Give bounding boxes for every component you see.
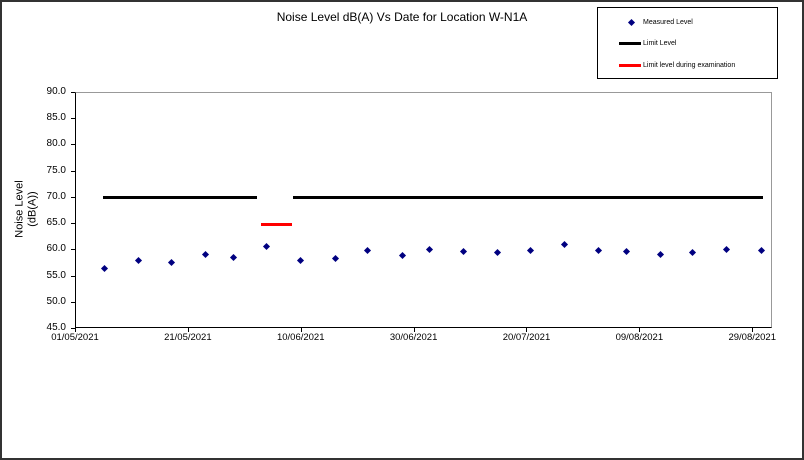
data-point-measured (398, 251, 406, 259)
y-tick-mark (71, 118, 75, 120)
data-point-measured (561, 241, 569, 249)
y-tick-mark (71, 92, 75, 93)
limit-line-segment (293, 196, 764, 200)
y-axis-title-line2: (dB(A)) (26, 191, 39, 227)
data-point-measured (297, 257, 305, 265)
y-tick-label: 90.0 (46, 86, 66, 97)
legend-item-measured-level: Measured Level (598, 15, 777, 29)
plot-area (75, 92, 772, 328)
data-point-measured (100, 264, 108, 272)
y-tick-mark (71, 196, 75, 198)
data-point-measured (527, 247, 535, 255)
legend-item-exam-limit: Limit level during examination (598, 58, 777, 72)
x-tick-label: 10/06/2021 (276, 332, 325, 343)
data-point-measured (723, 246, 731, 254)
x-tick-mark (526, 328, 528, 332)
data-point-measured (262, 243, 270, 251)
y-tick-label: 85.0 (46, 112, 66, 124)
y-tick-mark (71, 223, 75, 225)
x-tick-mark (639, 328, 641, 332)
y-tick-label: 70.0 (46, 190, 66, 202)
data-point-measured (201, 250, 209, 259)
data-point-measured (493, 249, 501, 257)
data-point-measured (135, 257, 143, 265)
y-tick-label: 65.0 (46, 217, 66, 229)
y-tick-label: 60.0 (46, 243, 66, 255)
legend-box: Measured Level Limit Level Limit level d… (597, 7, 778, 79)
y-tick-mark (71, 275, 75, 277)
y-tick-label: 75.0 (46, 164, 66, 176)
legend-marker-cell (598, 18, 641, 26)
x-tick-label: 20/07/2021 (502, 332, 551, 343)
y-tick-mark (71, 249, 75, 251)
data-point-measured (167, 258, 175, 266)
y-axis-title: Noise Level (dB(A)) (14, 92, 40, 327)
data-point-measured (426, 245, 434, 253)
legend-label-exam-limit: Limit level during examination (643, 61, 736, 69)
x-tick-label: 09/08/2021 (615, 332, 664, 343)
y-tick-label: 55.0 (46, 269, 66, 281)
data-point-measured (757, 246, 765, 254)
data-point-measured (656, 250, 664, 258)
exam-limit-line-icon (619, 63, 641, 67)
legend-label-limit-level: Limit Level (643, 40, 677, 47)
legend-item-limit-level: Limit Level (598, 37, 777, 51)
measured-level-diamond-icon (627, 18, 636, 26)
limit-level-line-icon (619, 42, 641, 45)
data-point-measured (594, 246, 602, 254)
x-tick-mark (75, 328, 76, 332)
x-tick-mark (752, 328, 754, 332)
data-point-measured (229, 253, 237, 261)
data-point-measured (622, 247, 630, 255)
x-tick-mark (413, 328, 415, 332)
exam-limit-line-segment (261, 222, 292, 226)
x-tick-mark (187, 328, 189, 332)
y-axis-title-line1: Noise Level (13, 180, 26, 238)
legend-label-measured-level: Measured Level (643, 18, 693, 26)
y-tick-mark (71, 301, 75, 303)
legend-marker-cell (598, 63, 641, 67)
data-point-measured (689, 248, 697, 256)
data-point-measured (332, 254, 340, 262)
y-tick-label: 45.0 (46, 322, 66, 333)
data-point-measured (363, 246, 371, 254)
x-tick-label: 30/06/2021 (389, 332, 438, 343)
legend-marker-cell (598, 42, 641, 45)
limit-line-segment (103, 196, 257, 200)
x-tick-label: 01/05/2021 (51, 332, 99, 343)
x-tick-mark (300, 328, 302, 332)
y-tick-label: 50.0 (46, 295, 66, 307)
x-tick-label: 29/08/2021 (728, 332, 776, 343)
y-tick-mark (71, 144, 75, 146)
y-tick-mark (71, 170, 75, 172)
x-tick-label: 21/05/2021 (164, 332, 212, 343)
y-tick-label: 80.0 (46, 138, 66, 150)
data-point-measured (459, 248, 467, 256)
chart-title: Noise Level dB(A) Vs Date for Location W… (276, 10, 528, 24)
y-tick-mark (71, 328, 75, 329)
